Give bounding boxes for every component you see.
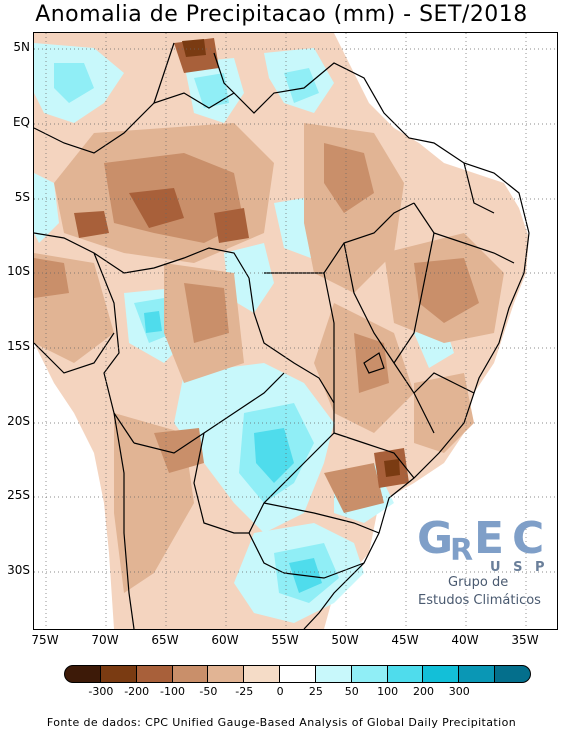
lon-label-55w: 55W bbox=[271, 633, 299, 647]
legend-tick-label: 200 bbox=[412, 685, 434, 698]
lon-label-35w: 35W bbox=[511, 633, 539, 647]
legend-tick-label: 50 bbox=[344, 685, 359, 698]
legend-tick-label: -300 bbox=[88, 685, 114, 698]
legend-color-cell bbox=[350, 665, 388, 683]
legend-tick-labels: -300 -200 -100 -50 -25 0 25 50 100 200 300 bbox=[65, 685, 531, 699]
legend-tick-label: 300 bbox=[448, 685, 470, 698]
lat-lon-grid bbox=[34, 33, 557, 629]
legend-color-cell bbox=[135, 665, 173, 683]
legend-color-cell bbox=[243, 665, 281, 683]
lat-label-30s: 30S bbox=[7, 563, 30, 577]
lat-label-eq: EQ bbox=[12, 115, 30, 129]
lon-label-70w: 70W bbox=[91, 633, 119, 647]
very-strong-negative-areas bbox=[182, 39, 400, 477]
logo-usp: U S P bbox=[490, 560, 549, 575]
logo-letter-g: G bbox=[417, 513, 453, 564]
map-canvas bbox=[34, 33, 557, 629]
lon-label-40w: 40W bbox=[451, 633, 479, 647]
legend-tick-label: -25 bbox=[235, 685, 254, 698]
lat-label-10s: 10S bbox=[7, 264, 30, 278]
political-borders bbox=[34, 42, 530, 629]
legend-tick-label: 100 bbox=[377, 685, 399, 698]
legend-color-cell bbox=[207, 665, 245, 683]
lat-label-20s: 20S bbox=[7, 414, 30, 428]
lon-label-45w: 45W bbox=[391, 633, 419, 647]
lon-label-75w: 75W bbox=[31, 633, 59, 647]
lon-label-65w: 65W bbox=[151, 633, 179, 647]
grec-logo: G R E C U S P Grupo de Estudos Climático… bbox=[412, 508, 562, 618]
lat-label-25s: 25S bbox=[7, 488, 30, 502]
legend-color-cell bbox=[422, 665, 460, 683]
lat-label-5s: 5S bbox=[14, 190, 30, 204]
legend-tick-label: 0 bbox=[276, 685, 284, 698]
logo-letter-r: R bbox=[450, 533, 473, 568]
precipitation-anomaly-map bbox=[33, 32, 558, 630]
lon-label-50w: 50W bbox=[331, 633, 359, 647]
legend-color-cell bbox=[279, 665, 316, 683]
logo-letter-e: E bbox=[474, 513, 504, 564]
legend-color-cell bbox=[99, 665, 137, 683]
legend-color-cell bbox=[494, 665, 531, 683]
map-title: Anomalia de Precipitacao (mm) - SET/2018 bbox=[35, 2, 528, 27]
data-source-note: Fonte de dados: CPC Unified Gauge-Based … bbox=[46, 716, 517, 729]
legend-color-cell bbox=[171, 665, 209, 683]
legend-color-cell bbox=[314, 665, 352, 683]
legend-tick-label: -200 bbox=[124, 685, 150, 698]
color-scale-legend bbox=[64, 665, 531, 683]
legend-tick-label: -50 bbox=[199, 685, 218, 698]
lat-label-15s: 15S bbox=[7, 339, 30, 353]
logo-line-1: Grupo de bbox=[448, 575, 508, 590]
legend-color-cell bbox=[64, 665, 101, 683]
legend-color-cell bbox=[458, 665, 496, 683]
lat-label-5n: 5N bbox=[13, 40, 30, 54]
logo-line-2: Estudos Climáticos bbox=[418, 593, 541, 608]
legend-tick-label: 25 bbox=[308, 685, 323, 698]
lon-label-60w: 60W bbox=[211, 633, 239, 647]
legend-color-cell bbox=[386, 665, 424, 683]
legend-tick-label: -100 bbox=[160, 685, 186, 698]
logo-letter-c: C bbox=[512, 513, 544, 564]
